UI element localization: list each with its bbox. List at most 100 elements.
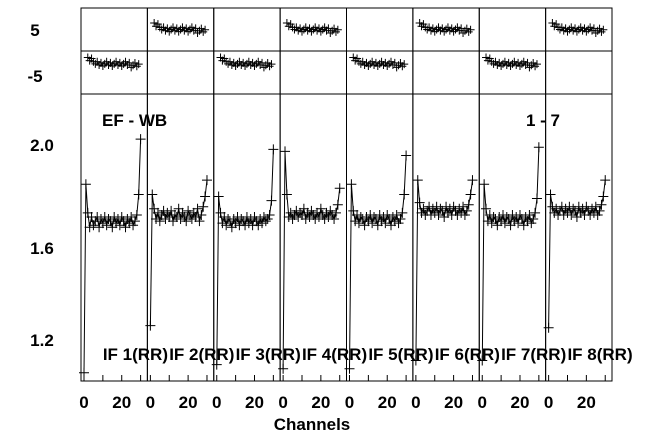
- phase-point: [504, 58, 513, 67]
- phase-point: [224, 59, 233, 68]
- amplitude-point: [414, 197, 425, 208]
- if-panel: IF 2(RR): [145, 7, 234, 382]
- x-axis-title: Channels: [274, 415, 351, 434]
- phase-point: [514, 58, 523, 67]
- phase-point: [178, 23, 187, 32]
- phase-point: [400, 60, 409, 69]
- amplitude-point: [169, 209, 180, 220]
- phase-point: [499, 59, 508, 68]
- phase-point: [220, 54, 229, 63]
- phase-point: [294, 26, 303, 35]
- phase-point: [248, 58, 257, 67]
- amplitude-point: [545, 189, 556, 200]
- amplitude-point: [514, 209, 525, 220]
- phase-point: [231, 62, 240, 71]
- amplitude-point: [465, 189, 476, 200]
- phase-point: [527, 61, 536, 70]
- phase-point: [303, 26, 312, 35]
- phase-point: [250, 62, 259, 71]
- phase-point: [115, 58, 124, 67]
- phase-point: [193, 28, 202, 37]
- amplitude-point: [213, 191, 224, 202]
- phase-point: [582, 27, 591, 36]
- phase-point: [356, 59, 365, 68]
- phase-point: [98, 62, 107, 71]
- phase-point: [453, 23, 462, 32]
- amplitude-point: [329, 214, 340, 225]
- amplitude-point: [531, 193, 542, 204]
- amplitude-point: [278, 363, 289, 374]
- amplitude-frame: [545, 93, 613, 382]
- if-label: IF 2(RR): [169, 345, 234, 364]
- amplitude-point: [530, 207, 541, 218]
- amplitude-point: [90, 216, 101, 227]
- amplitude-line: [216, 149, 274, 365]
- phase-point: [87, 54, 96, 63]
- phase-point: [349, 53, 358, 62]
- phase-point: [515, 62, 524, 71]
- phase-point: [445, 26, 454, 35]
- phase-point: [379, 60, 388, 69]
- phase-point: [318, 25, 327, 34]
- amplitude-point: [177, 207, 188, 218]
- phase-point: [93, 57, 102, 66]
- phase-point: [426, 26, 435, 35]
- amplitude-point: [145, 320, 156, 331]
- phase-point: [375, 59, 384, 68]
- phase-point: [252, 59, 261, 68]
- amplitude-point: [154, 216, 165, 227]
- phase-point: [153, 20, 162, 29]
- phase-point: [197, 24, 206, 33]
- amplitude-point: [128, 220, 139, 231]
- if-panel: IF 3(RR): [211, 7, 301, 382]
- amplitude-line: [481, 147, 540, 361]
- amplitude-point: [395, 214, 406, 225]
- amplitude-point: [533, 142, 544, 153]
- phase-point: [229, 58, 238, 67]
- x-tick-labels: 0 20 0 20 0 20 0 20 0 20 0 20 0 20 0 20: [79, 393, 596, 412]
- amplitude-point: [306, 205, 317, 216]
- phase-point: [121, 57, 130, 66]
- phase-point: [557, 23, 566, 32]
- phase-point: [561, 24, 570, 33]
- amplitude-point: [280, 146, 291, 157]
- phase-point: [419, 20, 428, 29]
- phase-point: [351, 56, 360, 65]
- phase-point: [371, 58, 380, 67]
- phase-point: [95, 60, 104, 69]
- phase-point: [282, 19, 291, 28]
- amplitude-point: [526, 218, 537, 229]
- phase-point: [134, 60, 143, 69]
- amplitude-point: [266, 195, 277, 206]
- amplitude-line: [548, 180, 606, 328]
- phase-point: [167, 25, 176, 34]
- phase-point: [460, 26, 469, 35]
- phase-point: [567, 23, 576, 32]
- phase-point: [353, 54, 362, 63]
- phase-point: [106, 58, 115, 67]
- phase-point: [102, 57, 111, 66]
- phase-point: [428, 24, 437, 33]
- phase-point: [572, 27, 581, 36]
- phase-point: [297, 27, 306, 36]
- phase-point: [180, 26, 189, 35]
- amplitude-line: [149, 180, 208, 326]
- phase-point: [130, 59, 139, 68]
- phase-point: [227, 60, 236, 69]
- x-tick-label: 20: [245, 393, 264, 412]
- phase-point: [307, 27, 316, 36]
- phase-point: [152, 22, 161, 31]
- phase-point: [423, 25, 432, 34]
- amplitude-point: [262, 214, 273, 225]
- amplitude-point: [410, 355, 421, 366]
- phase-point: [595, 24, 604, 33]
- amplitude-point: [281, 189, 292, 200]
- amplitude-point: [592, 209, 603, 220]
- phase-point: [170, 26, 179, 35]
- phase-point: [517, 59, 526, 68]
- amplitude-point: [401, 150, 412, 161]
- if-label: IF 3(RR): [236, 345, 301, 364]
- phase-point: [169, 23, 178, 32]
- phase-point: [394, 61, 403, 70]
- phase-point: [313, 26, 322, 35]
